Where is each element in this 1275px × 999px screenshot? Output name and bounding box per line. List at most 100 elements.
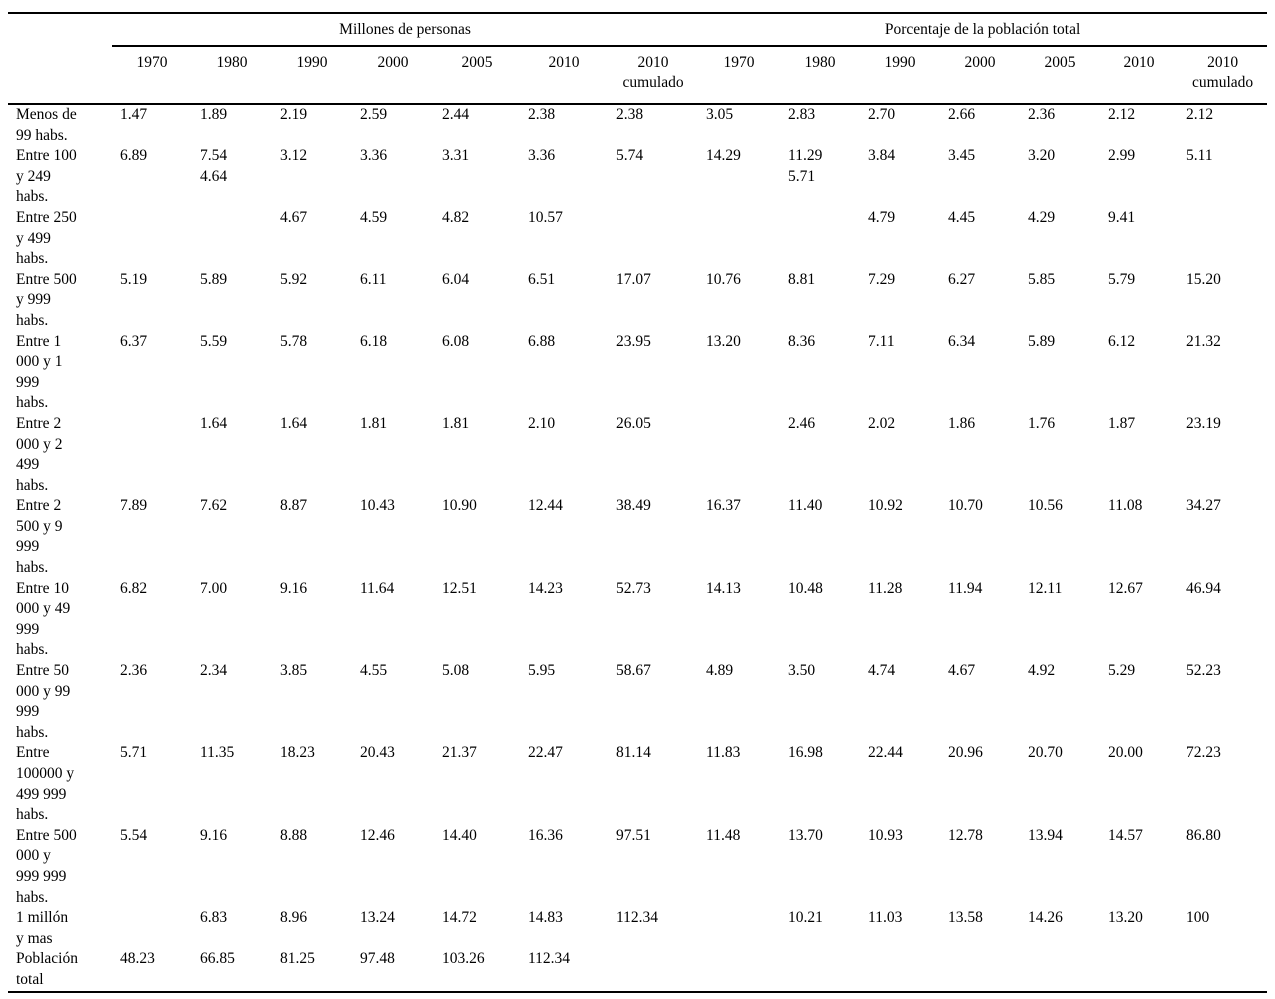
data-cell: 1.76: [1028, 414, 1056, 432]
data-cell: 12.46: [360, 826, 395, 844]
data-cell: 5.71: [120, 744, 148, 762]
data-cell: 13.70: [788, 826, 823, 844]
data-cell: 7.54 4.64: [200, 147, 228, 185]
data-cell: 2.12: [1186, 106, 1214, 123]
data-cell: 3.20: [1028, 147, 1056, 165]
data-cell: 4.55: [360, 662, 388, 680]
data-cell: 8.81: [788, 270, 816, 288]
data-cell: 46.94: [1186, 579, 1221, 597]
data-cell: 14.29: [706, 147, 741, 165]
data-cell: 20.96: [948, 744, 983, 762]
row-label: Entre 2 500 y 9 999 habs.: [16, 497, 63, 577]
data-cell: 21.37: [442, 744, 477, 762]
data-cell: 12.67: [1108, 579, 1143, 597]
data-cell: 10.57: [528, 208, 563, 226]
data-cell: 10.93: [868, 826, 903, 844]
year-header-millones-2005: 2005: [434, 46, 520, 105]
data-cell: 2.12: [1108, 106, 1136, 123]
data-cell: [112, 908, 192, 949]
data-cell: 9.41: [1108, 208, 1136, 226]
row-label: Entre 1 000 y 1 999 habs.: [16, 332, 63, 412]
data-cell: 11.48: [706, 826, 741, 844]
year-header-millones-2010-cumulado: 2010 cumulado: [608, 46, 699, 105]
data-cell: 81.14: [616, 744, 651, 762]
row-label: Entre 10 000 y 49 999 habs.: [16, 579, 71, 659]
data-cell: 2.38: [616, 106, 644, 123]
data-cell: 112.34: [528, 950, 571, 968]
data-cell: 11.94: [948, 579, 983, 597]
data-cell: 5.85: [1028, 270, 1056, 288]
data-cell: [698, 414, 780, 496]
corner-cell: [8, 13, 112, 46]
data-cell: 4.79: [868, 208, 896, 226]
year-header-row: 1970 1980 1990 2000 2005 2010 2010 cumulado 197…: [8, 46, 1268, 105]
year-header-porcentaje-1970: 1970: [698, 46, 781, 105]
data-cell: [1020, 949, 1100, 991]
data-cell: 1.86: [948, 414, 976, 432]
data-cell: 4.67: [948, 662, 976, 680]
data-cell: 7.89: [120, 497, 148, 515]
data-cell: 5.59: [200, 332, 228, 350]
population-distribution-table: Millones de personas Porcentaje de la pob…: [8, 12, 1268, 993]
data-cell: 17.07: [616, 270, 651, 288]
data-cell: [112, 414, 192, 496]
table-header: Millones de personas Porcentaje de la pob…: [8, 13, 1268, 105]
data-cell: 8.87: [280, 497, 308, 515]
data-cell: 11.29 5.71: [788, 147, 823, 185]
data-cell: 20.43: [360, 744, 395, 762]
data-cell: 3.36: [360, 147, 388, 165]
data-cell: 14.72: [442, 909, 477, 927]
data-cell: 11.64: [360, 579, 395, 597]
data-cell: 6.89: [120, 147, 148, 165]
data-cell: 5.92: [280, 270, 308, 288]
data-cell: 6.82: [120, 579, 148, 597]
table-row: Población total 48.23 66.85 81.25 97.48 103.2…: [8, 949, 1267, 991]
data-cell: 22.44: [868, 744, 903, 762]
data-cell: 9.16: [280, 579, 308, 597]
data-cell: 34.27: [1186, 497, 1221, 515]
data-cell: 10.92: [868, 497, 903, 515]
year-header-porcentaje-2005: 2005: [1020, 46, 1101, 105]
data-cell: 2.66: [948, 106, 976, 123]
data-cell: 10.21: [788, 909, 823, 927]
data-cell: 3.85: [280, 662, 308, 680]
group-header-porcentaje-poblacion-total: Porcentaje de la población total: [698, 13, 1268, 47]
data-cell: 11.08: [1108, 497, 1143, 515]
year-header-millones-1970: 1970: [112, 46, 192, 105]
year-header-porcentaje-2000: 2000: [940, 46, 1021, 105]
data-cell: 7.11: [868, 332, 895, 350]
table-body: Menos de 99 habs. 1.47 1.89 2.19 2.59 2.44 2.3…: [8, 104, 1267, 992]
row-label: Población total: [16, 950, 78, 988]
data-cell: 3.31: [442, 147, 470, 165]
data-cell: [698, 208, 780, 270]
row-label: Entre 100 y 249 habs.: [16, 147, 77, 206]
data-cell: 10.56: [1028, 497, 1063, 515]
data-cell: 1.64: [280, 414, 308, 432]
table-row: Entre 500 000 y 999 999 habs. 5.54 9.16 8.8…: [8, 826, 1267, 908]
data-cell: 2.83: [788, 106, 816, 123]
data-cell: 66.85: [200, 950, 235, 968]
data-cell: 14.57: [1108, 826, 1143, 844]
data-cell: 10.76: [706, 270, 741, 288]
data-cell: 2.19: [280, 106, 308, 123]
data-cell: 7.62: [200, 497, 228, 515]
year-header-millones-2000: 2000: [352, 46, 434, 105]
data-cell: 1.64: [200, 414, 228, 432]
table-row: Entre 500 y 999 habs. 5.19 5.89 5.92 6.11 6.0…: [8, 270, 1267, 332]
data-cell: 6.88: [528, 332, 556, 350]
data-cell: 11.03: [868, 909, 903, 927]
data-cell: 11.83: [706, 744, 741, 762]
data-cell: 5.95: [528, 662, 556, 680]
year-header-millones-2010: 2010: [520, 46, 608, 105]
data-cell: [1178, 208, 1267, 270]
data-cell: 6.34: [948, 332, 976, 350]
data-cell: 86.80: [1186, 826, 1221, 844]
data-cell: 5.78: [280, 332, 308, 350]
data-cell: 4.82: [442, 208, 470, 226]
data-cell: 4.29: [1028, 208, 1056, 226]
data-cell: 5.89: [200, 270, 228, 288]
data-cell: 1.47: [120, 106, 148, 123]
data-cell: 97.51: [616, 826, 651, 844]
table-row: Entre 2 000 y 2 499 habs. 1.64 1.64 1.81 1.8…: [8, 414, 1267, 496]
data-cell: 2.44: [442, 106, 470, 123]
